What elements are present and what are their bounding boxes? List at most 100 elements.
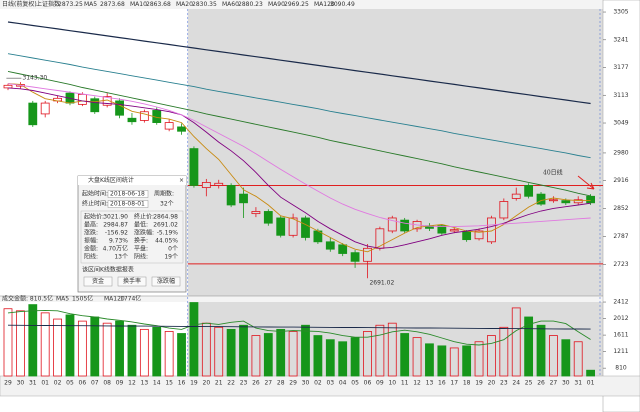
x-tick-label: 26 <box>252 380 260 387</box>
date-input[interactable] <box>107 200 149 208</box>
legend-name: MA20 <box>176 1 193 8</box>
candle-body <box>226 185 236 206</box>
candle-body <box>77 94 87 105</box>
x-tick-label: 08 <box>103 380 111 387</box>
dialog-button[interactable] <box>151 276 181 287</box>
volume-bar <box>3 308 13 377</box>
candle-body <box>40 102 50 115</box>
volume-bar <box>301 324 310 377</box>
report-label: 该区间K线数据报表 <box>82 266 134 274</box>
dialog-button[interactable] <box>83 276 113 287</box>
volume-bar <box>251 335 261 377</box>
volume-bar <box>40 312 50 377</box>
candle-body <box>3 84 13 89</box>
x-tick-label: 28 <box>277 380 285 387</box>
volume-bar <box>363 331 372 377</box>
header-name: 上证指数 <box>36 0 60 8</box>
candle-body <box>586 195 596 204</box>
dialog-button[interactable] <box>117 276 147 287</box>
volume-bar <box>15 310 25 377</box>
candle-body <box>375 228 385 249</box>
date-input[interactable] <box>107 190 149 198</box>
field-label: 终止时间: <box>82 200 108 208</box>
field-label: 起始时间: <box>82 190 108 198</box>
x-tick-label: 16 <box>438 380 446 387</box>
volume-bar <box>288 331 298 377</box>
y-tick-label: 3177 <box>613 64 628 71</box>
candle-body <box>201 182 211 189</box>
candle-body <box>573 199 583 204</box>
stat-value: 2691.02 <box>153 222 178 229</box>
stat-label: 平盘: <box>134 245 148 253</box>
high-label: 3143.30 <box>22 75 47 82</box>
x-tick-label: 02 <box>54 380 62 387</box>
volume-header-bar <box>0 296 603 302</box>
ma-line <box>7 83 591 253</box>
dialog-close[interactable]: × <box>179 177 184 184</box>
x-tick-label: 29 <box>4 380 12 387</box>
header-period: 日线(前复权) <box>2 0 37 8</box>
candle-body <box>276 217 286 236</box>
x-tick-label: 05 <box>66 380 74 387</box>
x-tick-label: 06 <box>364 380 372 387</box>
volume-bar <box>276 328 286 377</box>
legend-name: MA10 <box>130 1 147 8</box>
volume-bar <box>387 322 397 377</box>
volume-legend-name: MA5 <box>56 296 69 303</box>
legend-name: MA120 <box>314 1 335 8</box>
volume-bar <box>412 337 422 377</box>
y-tick-label: 3305 <box>613 9 628 16</box>
legend-name: MA5 <box>84 1 97 8</box>
candle-body <box>239 193 248 204</box>
x-tick-label: 20 <box>488 380 496 387</box>
volume-bar <box>214 326 224 377</box>
volume-tick-label: 1611 <box>613 332 628 339</box>
selected-range <box>187 9 604 296</box>
y-tick-label: 2787 <box>613 233 628 240</box>
volume-bar <box>263 333 273 377</box>
volume-bar <box>139 328 149 377</box>
volume-bar <box>177 333 186 377</box>
x-tick-label: 15 <box>165 380 173 387</box>
volume-bar <box>511 307 521 377</box>
x-tick-label: 31 <box>29 380 37 387</box>
x-tick-label: 04 <box>339 380 347 387</box>
header-last: 2873.25 <box>58 1 83 8</box>
volume-bar <box>474 341 484 377</box>
x-tick-label: 19 <box>475 380 483 387</box>
volume-bar <box>586 369 596 377</box>
volume-bar <box>65 314 75 377</box>
stat-value: 2984.87 <box>103 222 128 229</box>
volume-bar <box>437 345 447 377</box>
volume-bar <box>53 318 62 377</box>
stat-value: 0个 <box>168 246 178 253</box>
candle-body <box>214 182 224 186</box>
candle-body <box>487 217 496 243</box>
candle-body <box>251 211 261 215</box>
volume-bar <box>313 335 323 377</box>
right-axis <box>602 0 640 412</box>
x-tick-label: 13 <box>426 380 434 387</box>
x-tick-label: 27 <box>264 380 272 387</box>
volume-bar <box>499 326 509 377</box>
y-tick-label: 3113 <box>613 92 628 99</box>
volume-bar <box>28 304 38 377</box>
volume-bar <box>449 347 459 377</box>
x-tick-label: 30 <box>17 380 25 387</box>
candle-body <box>90 98 100 113</box>
ma-line <box>7 87 591 249</box>
x-tick-label: 31 <box>574 380 582 387</box>
candle-body <box>499 201 509 219</box>
stat-label: 阴线: <box>134 253 148 261</box>
candle-body <box>325 241 335 250</box>
candle-body <box>536 193 546 205</box>
stat-value: -5.19% <box>157 230 179 237</box>
x-tick-label: 03 <box>326 380 334 387</box>
volume-tick-label: 1211 <box>613 348 628 355</box>
stat-value: -156.92 <box>105 230 128 237</box>
volume-tick-label: 2012 <box>613 315 628 322</box>
x-tick-label: 12 <box>413 380 421 387</box>
dialog-button-label: 涨跌幅 <box>157 277 175 285</box>
